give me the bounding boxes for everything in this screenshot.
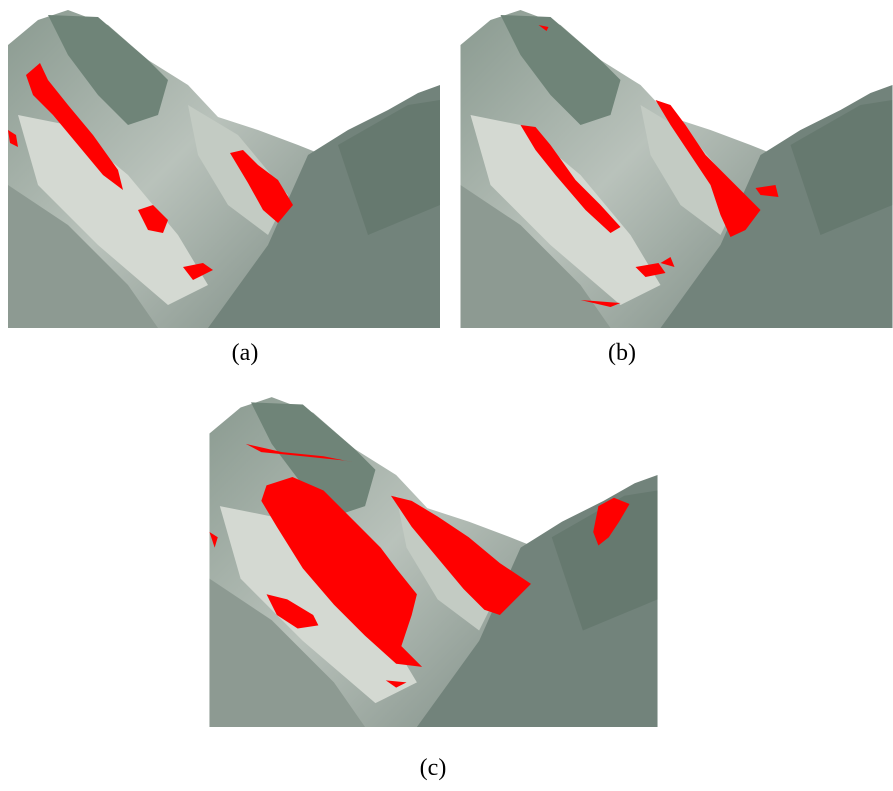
- panel-label: (b): [582, 340, 662, 367]
- panel-c-image: [205, 392, 662, 727]
- panel-label: (a): [205, 340, 285, 367]
- panel-label: (c): [393, 755, 473, 782]
- panel-b-image: [460, 5, 893, 328]
- panel-a-image: [8, 5, 440, 328]
- figure: (a) (b) (c) (() => { const data = JSON.p…: [0, 0, 893, 791]
